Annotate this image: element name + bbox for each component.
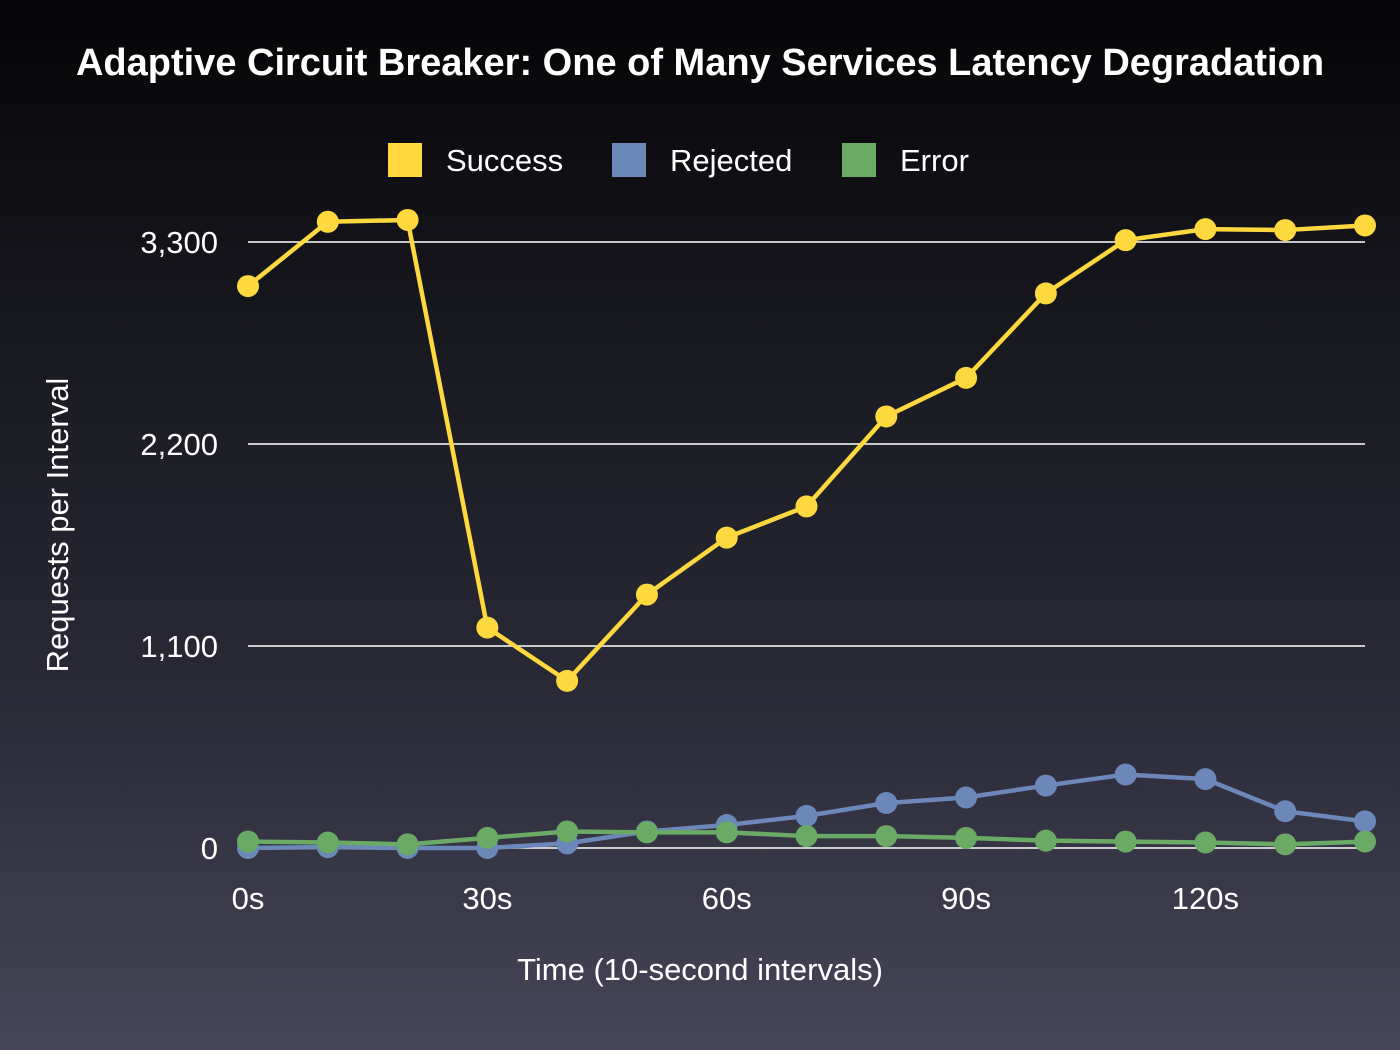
data-point-rejected	[955, 786, 978, 809]
data-point-error	[556, 820, 579, 843]
data-point-success	[476, 616, 499, 639]
x-tick-label: 30s	[462, 881, 512, 916]
data-point-success	[875, 405, 898, 428]
data-point-success	[955, 366, 978, 389]
data-point-error	[476, 826, 499, 849]
data-point-error	[1034, 829, 1057, 852]
y-axis-ticks: 0 1,100 2,200 3,300	[140, 225, 218, 866]
y-tick-label: 2,200	[140, 427, 218, 462]
data-point-rejected	[795, 804, 818, 827]
data-point-success	[1354, 214, 1376, 237]
series-line-success	[245, 217, 1368, 684]
data-point-rejected	[1034, 774, 1057, 797]
data-point-error	[715, 821, 738, 844]
legend-label-success: Success	[446, 143, 563, 178]
legend-swatch-error	[842, 143, 876, 177]
data-point-success	[556, 669, 579, 692]
data-point-error	[316, 831, 339, 854]
y-tick-label: 3,300	[140, 225, 218, 260]
series-error	[237, 820, 1376, 856]
data-point-error	[875, 825, 898, 848]
data-point-success	[1034, 282, 1057, 305]
legend-label-error: Error	[900, 143, 969, 178]
data-point-error	[1114, 830, 1137, 853]
data-point-success	[316, 210, 339, 233]
x-tick-label: 120s	[1172, 881, 1239, 916]
data-point-rejected	[1274, 800, 1297, 823]
data-point-success	[1274, 219, 1297, 242]
y-tick-label: 1,100	[140, 629, 218, 664]
chart-title: Adaptive Circuit Breaker: One of Many Se…	[76, 42, 1324, 84]
x-tick-label: 0s	[232, 881, 265, 916]
data-point-error	[795, 825, 818, 848]
legend-label-rejected: Rejected	[670, 143, 792, 178]
data-point-success	[396, 208, 419, 231]
x-tick-label: 60s	[702, 881, 752, 916]
data-point-success	[237, 275, 259, 298]
data-point-rejected	[1354, 810, 1376, 833]
legend-swatch-success	[388, 143, 422, 177]
series-layer	[237, 208, 1376, 859]
data-point-success	[1194, 218, 1217, 241]
data-point-rejected	[1114, 763, 1137, 786]
x-axis-ticks: 0s 30s 60s 90s 120s	[232, 881, 1239, 916]
gridlines	[248, 241, 1365, 849]
data-point-error	[635, 821, 658, 844]
data-point-success	[635, 583, 658, 606]
data-point-success	[715, 526, 738, 549]
data-point-rejected	[875, 792, 898, 815]
data-point-error	[396, 833, 419, 856]
data-point-error	[1354, 830, 1376, 853]
data-point-error	[1274, 833, 1297, 856]
data-point-error	[1194, 831, 1217, 854]
y-tick-label: 0	[201, 831, 218, 866]
legend-swatch-rejected	[612, 143, 646, 177]
x-axis-label: Time (10-second intervals)	[517, 952, 883, 987]
data-point-success	[1114, 229, 1137, 252]
legend: Success Rejected Error	[388, 143, 969, 178]
data-point-rejected	[1194, 768, 1217, 791]
series-success	[237, 208, 1376, 692]
y-axis-label: Requests per Interval	[40, 378, 75, 673]
data-point-error	[955, 826, 978, 849]
data-point-success	[795, 495, 818, 518]
x-tick-label: 90s	[941, 881, 991, 916]
data-point-error	[237, 830, 259, 853]
